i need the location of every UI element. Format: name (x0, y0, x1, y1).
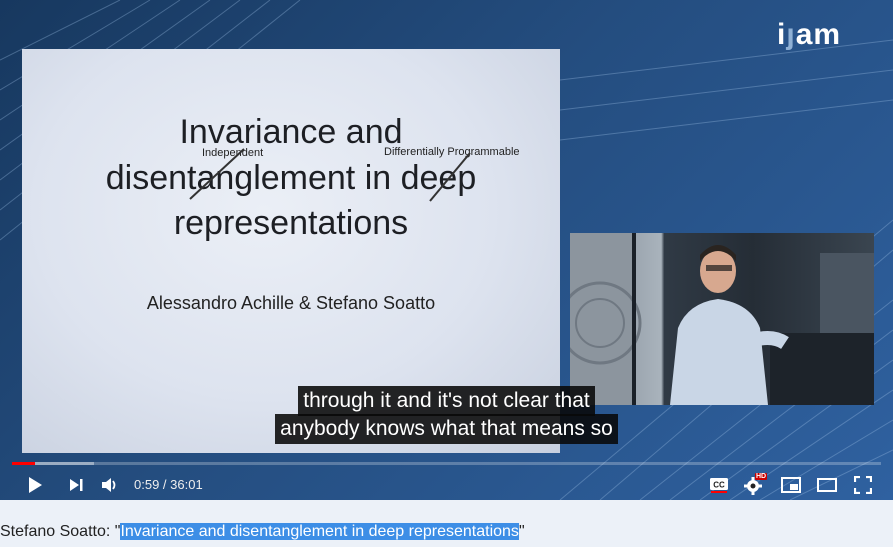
player-controls: 0:59 / 36:01 CC HD (0, 470, 893, 500)
next-button[interactable] (64, 472, 88, 498)
progress-bar[interactable] (12, 462, 881, 465)
slide-title-line-2: disentanglement in deep (105, 159, 477, 197)
closed-captions-icon: CC (710, 478, 728, 493)
time-separator: / (159, 477, 171, 492)
svg-text:CC: CC (713, 481, 725, 490)
selected-title-text[interactable]: Invariance and disentanglement in deep r… (120, 523, 519, 540)
slide-title-line-3: representations (173, 204, 409, 242)
volume-icon (102, 478, 116, 492)
next-icon (70, 479, 83, 491)
description-prefix: Stefano Soatto: " (0, 523, 121, 540)
video-description: Stefano Soatto: "Invariance and disentan… (0, 523, 525, 541)
miniplayer-button[interactable] (779, 472, 803, 498)
presentation-slide: Invariance and disentanglement in deep r… (22, 49, 560, 453)
miniplayer-icon (781, 477, 801, 493)
caption-line-1: through it and it's not clear that (298, 386, 595, 416)
fullscreen-button[interactable] (851, 472, 875, 498)
play-icon (29, 477, 42, 493)
time-display: 0:59 / 36:01 (134, 477, 203, 492)
video-player[interactable]: iȷam Invariance and disentanglement in d… (0, 0, 893, 500)
iam-logo: iȷam (777, 18, 842, 51)
speaker-figure (570, 233, 874, 405)
hd-badge: HD (755, 473, 768, 480)
subtitles-button[interactable]: CC (706, 472, 732, 498)
current-time: 0:59 (134, 477, 160, 492)
captions-overlay: through it and it's not clear that anybo… (0, 386, 893, 444)
settings-button[interactable]: HD (742, 472, 770, 498)
slide-title-line-1: Invariance and (179, 113, 403, 151)
theater-icon (817, 478, 837, 492)
slide-authors: Alessandro Achille & Stefano Soatto (146, 293, 436, 313)
description-suffix: " (518, 523, 525, 540)
volume-button[interactable] (98, 472, 122, 498)
theater-mode-button[interactable] (815, 472, 839, 498)
play-button[interactable] (22, 472, 48, 498)
annotation-independent: Independent (202, 147, 264, 159)
annotation-differentiable: Differentially Programmable (384, 146, 520, 158)
progress-loaded (12, 462, 95, 465)
gear-icon (744, 477, 762, 495)
strikethrough-marks (189, 148, 471, 202)
duration: 36:01 (170, 477, 203, 492)
progress-played (12, 462, 36, 465)
speaker-video (570, 233, 874, 405)
caption-line-2: anybody knows what that means so (275, 414, 618, 444)
fullscreen-icon (854, 476, 872, 494)
